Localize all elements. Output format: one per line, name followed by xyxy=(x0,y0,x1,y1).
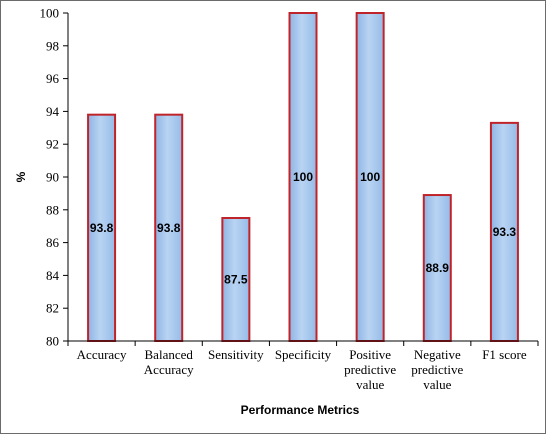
y-tick-label: 84 xyxy=(46,268,60,283)
x-tick-label: Balanced Accuracy xyxy=(144,347,194,377)
x-tick-label: Accuracy xyxy=(77,347,127,362)
data-label: 100 xyxy=(360,170,380,184)
x-axis-title: Performance Metrics xyxy=(241,403,360,417)
data-label: 100 xyxy=(293,170,313,184)
y-tick-label: 86 xyxy=(46,235,60,250)
y-tick-label: 94 xyxy=(46,104,60,119)
bar xyxy=(87,113,117,343)
y-tick-label: 98 xyxy=(46,38,59,53)
data-label: 93.8 xyxy=(157,221,181,235)
x-tick-label: F1 score xyxy=(482,347,527,362)
data-label: 87.5 xyxy=(224,273,248,287)
y-tick-label: 88 xyxy=(46,202,59,217)
data-label: 93.8 xyxy=(90,221,114,235)
y-tick-label: 90 xyxy=(46,170,59,185)
y-axis-title: % xyxy=(14,171,28,182)
x-tick-label: Sensitivity xyxy=(208,347,264,362)
bar xyxy=(422,194,452,342)
x-tick-label: Positive predictive value xyxy=(344,347,396,392)
x-tick-label: Negative predictive value xyxy=(411,347,463,392)
bars: 93.8 93.8 87.5 100 100 88.9 93.3 xyxy=(87,12,519,343)
y-tick-label: 92 xyxy=(46,137,59,152)
bar xyxy=(221,217,251,342)
data-label: 93.3 xyxy=(493,225,517,239)
data-label: 88.9 xyxy=(426,261,450,275)
y-axis: 80 82 84 86 88 90 92 94 96 98 100 xyxy=(40,6,69,349)
y-tick-label: 96 xyxy=(46,71,60,86)
x-tick-label: Specificity xyxy=(275,347,332,362)
y-tick-label: 80 xyxy=(46,334,59,349)
y-tick-label: 100 xyxy=(40,6,60,21)
y-tick-label: 82 xyxy=(46,301,59,316)
x-axis: Accuracy Balanced Accuracy Sensitivity Speci… xyxy=(67,340,539,392)
